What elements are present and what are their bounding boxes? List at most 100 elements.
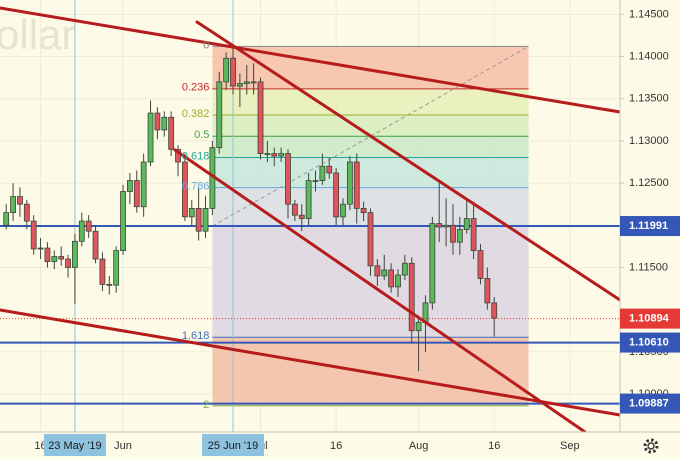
trend-lines — [0, 6, 622, 434]
date-marker-label: 25 Jun '19 — [208, 440, 258, 452]
candle-body — [443, 224, 449, 228]
candle-body — [360, 208, 367, 214]
y-tick-label: 1.14500 — [629, 8, 669, 20]
candle-body — [415, 321, 422, 332]
candle-body — [17, 196, 23, 205]
candle-body — [113, 250, 120, 286]
candle-body — [72, 240, 78, 268]
candle-body — [133, 180, 140, 208]
x-tick-label: Jun — [114, 440, 132, 452]
candle-body — [161, 116, 168, 131]
fib-band — [212, 136, 529, 158]
candle-body — [250, 81, 257, 84]
candle-body — [154, 112, 161, 131]
trend-line — [0, 6, 622, 114]
candle-body — [450, 224, 456, 243]
candle-body — [106, 283, 113, 286]
candle-body — [257, 81, 264, 154]
candle-body — [23, 203, 30, 222]
fib-band — [212, 157, 529, 188]
candle-body — [243, 81, 250, 84]
candle-body — [78, 220, 85, 242]
price-label-box — [620, 332, 680, 353]
candle-body — [429, 223, 436, 304]
candle-body — [312, 180, 319, 182]
candle-body — [168, 116, 175, 150]
candle-body — [223, 57, 230, 83]
candle-body — [333, 172, 340, 218]
candle-body — [381, 269, 388, 277]
fib-level-label: 0.5 — [194, 129, 209, 141]
candle-body — [10, 196, 16, 214]
trend-line — [173, 148, 587, 434]
candle-body — [230, 57, 236, 87]
candle-body — [477, 250, 484, 279]
candle-body — [236, 83, 243, 87]
candle-body — [463, 218, 470, 230]
price-label-box — [620, 308, 680, 329]
candle-body — [291, 203, 298, 216]
candle-body — [388, 269, 395, 288]
candle-body — [120, 191, 126, 251]
price-label-box — [620, 216, 680, 237]
gear-teeth — [643, 438, 659, 454]
candle-body — [195, 208, 202, 232]
y-tick-label: 1.12500 — [629, 177, 669, 189]
candle-body — [3, 212, 10, 226]
trend-line — [0, 308, 622, 417]
candle-body — [353, 161, 360, 209]
x-tick-label: Sep — [560, 440, 580, 452]
candle-body — [51, 256, 58, 262]
candle-body — [175, 148, 181, 163]
candle-body — [30, 220, 37, 250]
fib-level-label: 0 — [203, 39, 209, 51]
candle-body — [408, 262, 415, 332]
candle-body — [285, 153, 291, 205]
fib-level-label: 0.382 — [182, 108, 210, 120]
candle-body — [298, 214, 305, 219]
x-tick-label: 16 — [488, 440, 500, 452]
candle-body — [401, 262, 408, 276]
candle-body — [271, 153, 278, 157]
candle-body — [326, 165, 333, 174]
time-axis-panel — [0, 432, 680, 459]
candle-body — [99, 258, 106, 285]
gear-hub — [647, 442, 655, 450]
fib-level-label: 0.786 — [182, 181, 210, 193]
candle-body — [188, 208, 195, 218]
candle-body — [470, 218, 477, 251]
date-marker-box — [202, 434, 265, 456]
candles — [3, 46, 498, 372]
candle-body — [340, 203, 346, 218]
y-tick-label: 1.13000 — [629, 135, 669, 147]
candle-body — [374, 265, 381, 277]
fib-level-label: 0.236 — [182, 82, 210, 94]
candle-body — [44, 247, 51, 262]
fib-band — [212, 88, 529, 116]
date-marker-box — [43, 434, 106, 456]
candle-body — [367, 212, 374, 267]
settings-button[interactable] — [643, 438, 659, 454]
fib-band — [212, 115, 529, 137]
x-tick-label: 16 — [330, 440, 342, 452]
candle-body — [436, 223, 443, 228]
fib-level-label: 2 — [203, 399, 209, 411]
candle-body — [319, 165, 326, 181]
candle-body — [65, 258, 71, 268]
candle-body — [92, 230, 99, 260]
trend-line — [195, 20, 622, 302]
candle-body — [484, 278, 491, 304]
price-label: 1.11991 — [629, 220, 668, 232]
price-label: 1.09887 — [629, 397, 669, 409]
candle-body — [346, 161, 353, 205]
candle-body — [491, 302, 498, 319]
candle-body — [58, 256, 65, 260]
candle-body — [305, 180, 312, 219]
date-marker-label: 23 May '19 — [48, 440, 101, 452]
candle-body — [147, 112, 154, 163]
labels: 0 0.236 0.382 0.5 0.618 0.786 1.618 2 1.14500 1.1… — [34, 8, 680, 456]
y-tick-label: 1.11500 — [629, 261, 668, 273]
candle-body — [264, 153, 271, 155]
fib-trend — [212, 45, 529, 227]
candle-body — [140, 161, 147, 208]
